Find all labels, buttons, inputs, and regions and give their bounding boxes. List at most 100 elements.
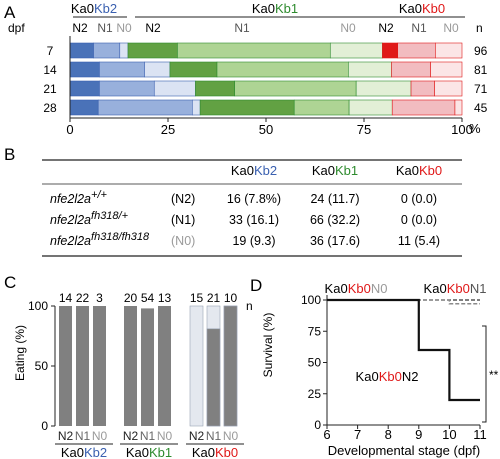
d-ytick-label: 0: [314, 418, 321, 432]
c-bar-geno: N1: [206, 429, 222, 443]
c-ytick-label: 50: [35, 359, 49, 373]
c-bar-n: 15: [190, 291, 204, 305]
a-row-dpf: 14: [43, 63, 57, 77]
a-bar-14-kb1-n1: [216, 61, 349, 78]
a-sub-kb0-n1: N1: [411, 21, 427, 35]
c-bar-n: 14: [59, 291, 73, 305]
d-significance-bracket: [482, 325, 487, 423]
c-bar-geno: N0: [223, 429, 239, 443]
d-xtick-label: 9: [415, 427, 422, 442]
a-bar-21-kb2-n1: [99, 80, 155, 97]
a-bar-7-kb0-n1: [397, 42, 436, 59]
c-group-label-kb0: Ka0Kb0: [192, 445, 238, 459]
a-bar-14-kb2-n0: [144, 61, 171, 78]
b-row1-cell-kb2: 16 (7.8%): [227, 192, 281, 206]
c-bar-geno: N0: [157, 429, 173, 443]
c-bar-geno: N1: [75, 429, 91, 443]
a-bar-21-kb0-n1: [410, 80, 435, 97]
d-xtick-label: 8: [385, 427, 392, 442]
a-row-dpf: 7: [47, 44, 54, 58]
d-lines: [327, 298, 480, 402]
d-ytick-label: 100: [301, 293, 321, 307]
b-row3-cell-kb2: 19 (9.3): [232, 234, 275, 248]
c-bar-kb1-N1: [141, 308, 154, 426]
c-bar-n: 22: [76, 291, 90, 305]
b-row1-cell-kb1: 24 (11.7): [310, 192, 359, 206]
c-bar-kb2-N0: [93, 306, 106, 426]
a-bar-7-kb1-n2: [127, 42, 178, 59]
a-bar-14-kb0-n1: [391, 61, 431, 78]
a-sub-kb0-n2: N2: [378, 21, 394, 35]
panel-b: Ka0Kb2 Ka0Kb1 Ka0Kb0 nfe2l2a+/+ (N2) 16 …: [42, 159, 462, 257]
d-line-n2: [327, 298, 480, 402]
a-bar-28-kb1-n1: [293, 99, 350, 116]
a-sub-kb2-n2: N2: [72, 21, 88, 35]
c-bar-geno: N2: [123, 429, 139, 443]
a-bar-21-kb2-n2: [69, 80, 100, 97]
d-xtick-label: 7: [354, 427, 361, 442]
d-ytick-label: 25: [308, 387, 322, 401]
a-bar-21-kb1-n1: [234, 80, 357, 97]
c-bars: 14 N2 22 N1 3 N0 20 N2 54 N1 13 N0 15 N2 21 N1 10 N0: [58, 291, 239, 443]
a-group-header-kb0: Ka0Kb0: [399, 1, 445, 16]
d-ytick-label: 50: [308, 356, 322, 370]
a-tick-label: 100: [451, 122, 473, 137]
c-yticks: 0 50 100: [28, 299, 55, 433]
c-bar-kb1-N2: [124, 306, 137, 426]
a-bars: 7 96 14 81 21 71 28 45: [43, 42, 488, 116]
a-bar-7-kb1-n1: [177, 42, 331, 59]
c-bar-kb0-N0: [223, 305, 238, 427]
b-row1-gene: nfe2l2a+/+: [50, 189, 107, 206]
c-group-label-kb2: Ka0Kb2: [61, 445, 107, 459]
a-bar-7-kb0-n2: [382, 42, 399, 59]
panel-label-a: A: [4, 3, 16, 22]
panel-d: Survival (%) Developmental stage (dpf) 6…: [261, 281, 499, 458]
b-row3-cell-kb0: 11 (5.4): [398, 234, 440, 248]
c-ytick-label: 100: [28, 299, 48, 313]
a-bar-7-kb0-n0: [435, 42, 463, 59]
c-bar-kb2-N1: [76, 306, 89, 426]
b-row3-geno: (N0): [171, 234, 195, 248]
a-row-n: 45: [474, 101, 488, 115]
c-bar-geno: N0: [92, 429, 108, 443]
c-ytick-label: 0: [41, 419, 48, 433]
a-bar-7-kb1-n0: [329, 42, 383, 59]
panel-label-d: D: [250, 276, 262, 295]
c-bar-n: 3: [96, 291, 103, 305]
a-sub-kb1-n2: N2: [145, 21, 161, 35]
c-bar-geno: N1: [140, 429, 156, 443]
panel-label-b: B: [4, 145, 15, 164]
d-xlabel: Developmental stage (dpf): [328, 443, 480, 458]
d-xtick-label: 11: [473, 427, 487, 442]
a-row-dpf: 28: [43, 101, 57, 115]
a-bar-7-kb2-n2: [69, 42, 94, 59]
c-group-label-kb1: Ka0Kb1: [126, 445, 172, 459]
a-bar-21-kb1-n2: [195, 80, 235, 97]
a-bar-14-kb1-n0: [348, 61, 392, 78]
c-bar-geno: N2: [189, 429, 205, 443]
d-ylabel: Survival (%): [261, 313, 275, 378]
a-bar-28-kb0-n0: [454, 99, 463, 116]
a-row-dpf: 21: [43, 82, 57, 96]
d-ytick-label: 75: [308, 324, 322, 338]
a-bar-28-kb0-n1: [391, 99, 456, 116]
a-bar-7-kb2-n1: [93, 42, 121, 59]
b-row2-cell-kb1: 66 (32.2): [310, 213, 360, 227]
a-tick-label: 50: [259, 122, 273, 137]
a-bar-14-kb2-n1: [99, 61, 145, 78]
a-bar-14-kb0-n0: [430, 61, 463, 78]
c-ylabel: Eating (%): [13, 325, 27, 381]
a-group-header-kb2: Ka0Kb2: [71, 1, 117, 16]
d-xtick-label: 6: [323, 427, 330, 442]
d-xtick-label: 10: [442, 427, 456, 442]
a-ylabel: dpf: [8, 21, 25, 35]
a-sub-kb2-n0: N0: [116, 21, 132, 35]
c-groups: Ka0Kb2 Ka0Kb1 Ka0Kb0: [55, 443, 244, 459]
a-bar-28-kb1-n0: [348, 99, 393, 116]
b-row2-gene: nfe2l2afh318/+: [50, 210, 129, 227]
a-unit: %: [469, 121, 481, 136]
a-bar-21-kb0-n0: [434, 80, 463, 97]
a-group-header-kb1: Ka0Kb1: [252, 1, 298, 16]
b-row2-cell-kb2: 33 (16.1): [229, 213, 279, 227]
a-sub-kb1-n0: N0: [340, 21, 356, 35]
